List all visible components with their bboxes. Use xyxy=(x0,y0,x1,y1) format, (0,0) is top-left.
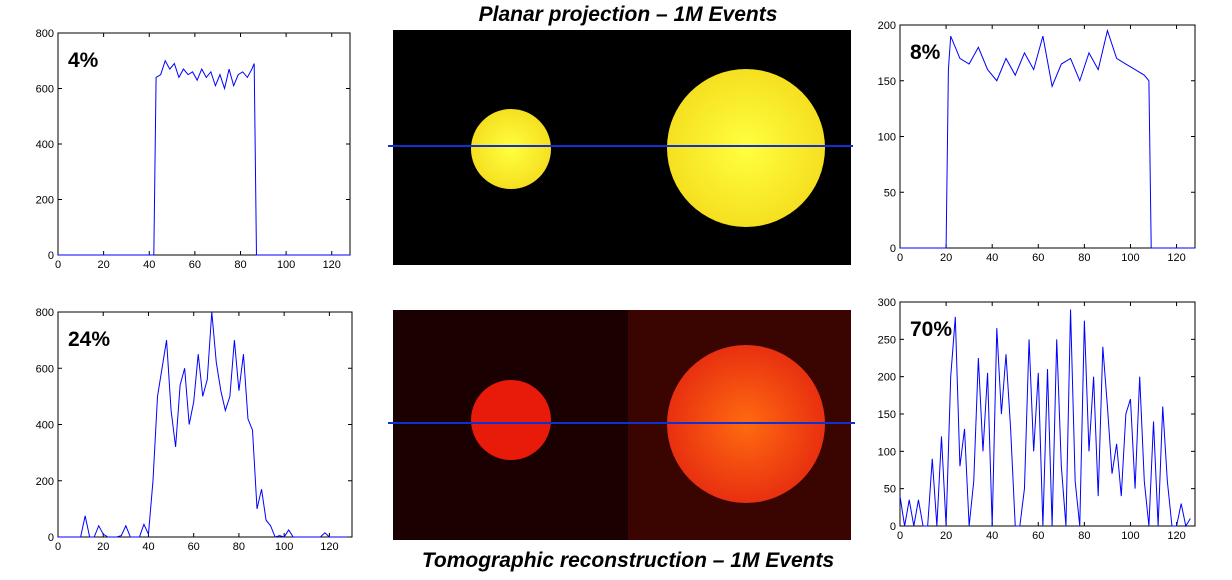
x-tick-label: 40 xyxy=(986,530,998,542)
tomographic-image xyxy=(388,310,855,540)
y-tick-label: 0 xyxy=(890,243,896,255)
y-tick-label: 300 xyxy=(878,297,896,309)
x-tick-label: 40 xyxy=(142,541,154,553)
y-tick-label: 400 xyxy=(36,139,54,151)
y-tick-label: 0 xyxy=(48,532,54,544)
y-tick-label: 200 xyxy=(36,476,54,488)
profile-line xyxy=(58,311,348,538)
x-tick-label: 120 xyxy=(323,259,341,271)
x-tick-label: 80 xyxy=(1078,530,1090,542)
x-tick-label: 100 xyxy=(277,259,295,271)
y-tick-label: 200 xyxy=(878,20,896,32)
profile-line xyxy=(899,309,1191,528)
y-tick-label: 800 xyxy=(36,307,54,319)
x-tick-label: 60 xyxy=(189,259,201,271)
x-tick-label: 0 xyxy=(897,252,903,264)
x-tick-label: 60 xyxy=(1032,252,1044,264)
x-tick-label: 20 xyxy=(98,259,110,271)
y-tick-label: 200 xyxy=(878,372,896,384)
annotation: 4% xyxy=(68,49,99,72)
y-tick-label: 100 xyxy=(878,132,896,144)
x-tick-label: 60 xyxy=(188,541,200,553)
y-tick-label: 600 xyxy=(36,363,54,375)
x-tick-label: 100 xyxy=(1121,530,1139,542)
x-tick-label: 20 xyxy=(97,541,109,553)
y-tick-label: 50 xyxy=(884,187,896,199)
profile-line xyxy=(900,28,1195,249)
image-title: Tomographic reconstruction – 1M Events xyxy=(422,549,834,572)
x-tick-label: 100 xyxy=(275,541,293,553)
x-tick-label: 20 xyxy=(940,530,952,542)
x-tick-label: 20 xyxy=(940,252,952,264)
y-tick-label: 400 xyxy=(36,420,54,432)
y-tick-label: 600 xyxy=(36,84,54,96)
x-tick-label: 80 xyxy=(233,541,245,553)
x-tick-label: 100 xyxy=(1121,252,1139,264)
planar-image xyxy=(388,30,853,265)
profile-line xyxy=(58,59,350,256)
image-title: Planar projection – 1M Events xyxy=(479,3,778,26)
x-tick-label: 0 xyxy=(55,541,61,553)
y-tick-label: 150 xyxy=(878,409,896,421)
annotation: 24% xyxy=(68,328,110,351)
y-tick-label: 150 xyxy=(878,76,896,88)
x-tick-label: 60 xyxy=(1032,530,1044,542)
x-tick-label: 40 xyxy=(143,259,155,271)
annotation: 8% xyxy=(910,41,941,64)
x-tick-label: 80 xyxy=(234,259,246,271)
y-tick-label: 800 xyxy=(36,28,54,40)
x-tick-label: 80 xyxy=(1078,252,1090,264)
y-tick-label: 50 xyxy=(884,484,896,496)
x-tick-label: 120 xyxy=(320,541,338,553)
y-tick-label: 250 xyxy=(878,334,896,346)
x-tick-label: 40 xyxy=(986,252,998,264)
annotation: 70% xyxy=(910,318,952,341)
x-tick-label: 120 xyxy=(1167,530,1185,542)
y-tick-label: 0 xyxy=(890,521,896,533)
y-tick-label: 100 xyxy=(878,446,896,458)
plot-area xyxy=(57,32,351,256)
x-tick-label: 120 xyxy=(1167,252,1185,264)
x-tick-label: 0 xyxy=(55,259,61,271)
y-tick-label: 200 xyxy=(36,195,54,207)
x-tick-label: 0 xyxy=(897,530,903,542)
y-tick-label: 0 xyxy=(48,250,54,262)
